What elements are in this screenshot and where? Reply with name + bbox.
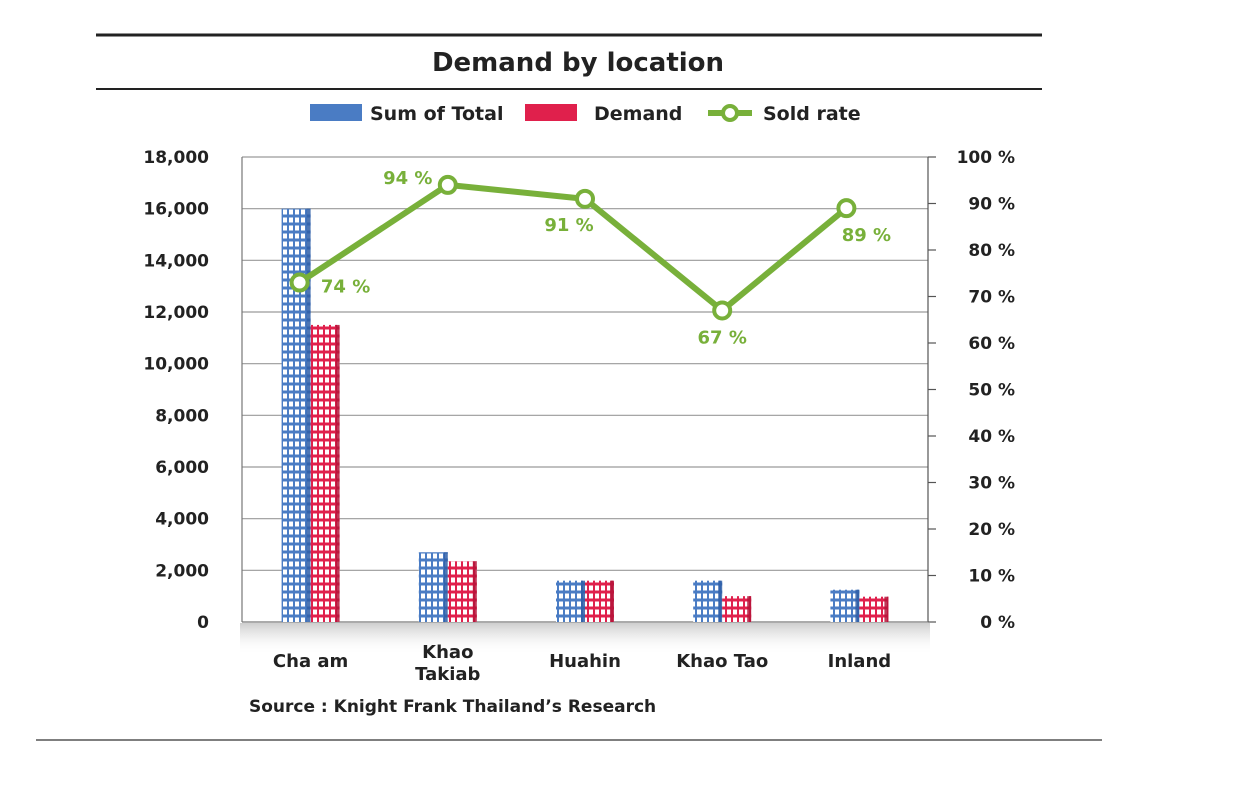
y-left-tick-label: 8,000: [155, 406, 209, 426]
source-note: Source : Knight Frank Thailand’s Researc…: [249, 697, 656, 717]
legend-label-sold-rate: Sold rate: [763, 103, 861, 125]
bar-sum-of-total: [418, 552, 448, 622]
sold-rate-data-label: 91 %: [544, 215, 593, 236]
x-category-label: Takiab: [415, 664, 480, 685]
y-right-tick-label: 10 %: [968, 567, 1015, 587]
bar-demand: [859, 596, 889, 622]
bar-demand-side: [610, 580, 614, 622]
y-right-tick-label: 60 %: [968, 334, 1015, 354]
bar-sum-of-total: [830, 589, 860, 622]
bar-sum-of-total: [693, 580, 723, 622]
legend-marker-sold-rate: [721, 104, 739, 122]
bar-sum-of-total-side: [718, 580, 723, 622]
sold-rate-data-label: 74 %: [321, 277, 370, 298]
y-left-tick-label: 12,000: [143, 303, 209, 323]
legend-swatch-sum-of-total: [310, 104, 362, 121]
bar-sum-of-total: [281, 208, 311, 622]
bar-demand: [447, 561, 477, 622]
y-right-tick-label: 70 %: [968, 288, 1015, 308]
legend: Sum of Total Demand Sold rate: [310, 103, 861, 125]
sold-rate-data-label: 94 %: [383, 168, 432, 189]
bar-demand-side: [884, 596, 889, 622]
y-right-tick-label: 90 %: [968, 195, 1015, 215]
x-category-label: Inland: [828, 651, 892, 672]
bar-sum-of-total-side: [855, 589, 860, 622]
y-right-tick-label: 80 %: [968, 241, 1015, 261]
bar-demand-side: [747, 596, 752, 622]
sold-rate-marker: [289, 272, 310, 293]
legend-label-demand: Demand: [594, 103, 682, 125]
legend-label-sum-of-total: Sum of Total: [370, 103, 503, 125]
y-right-tick-label: 0 %: [980, 613, 1015, 633]
bar-sum-of-total-side: [443, 552, 448, 622]
bar-demand: [310, 324, 340, 622]
axes: 0 2,000 4,000 6,000 8,000 10,000 12,000 14,000 1…: [143, 148, 1015, 633]
y-right-tick-label: 20 %: [968, 520, 1015, 540]
sold-rate-line: [289, 174, 857, 321]
sold-rate-marker: [712, 300, 733, 321]
sold-rate-marker: [437, 174, 458, 195]
bar-demand: [585, 580, 614, 622]
bar-demand: [722, 596, 752, 622]
sold-rate-marker: [575, 188, 595, 209]
sold-rate-data-label: 89 %: [842, 225, 891, 246]
x-category-label: Khao Tao: [676, 651, 768, 672]
bar-demand-side: [335, 324, 340, 622]
y-left-tick-label: 6,000: [155, 458, 209, 478]
y-left-tick-label: 18,000: [143, 148, 209, 168]
sold-rate-data-label: 67 %: [698, 327, 747, 348]
y-left-tick-label: 0: [197, 613, 209, 633]
x-category-label: Cha am: [273, 651, 348, 672]
y-left-tick-label: 4,000: [155, 510, 209, 530]
y-right-tick-label: 50 %: [968, 381, 1015, 401]
x-category-label: Huahin: [549, 651, 621, 672]
x-category-label: Khao: [422, 642, 473, 663]
plot-floor-shadow: [240, 623, 930, 655]
chart-title: Demand by location: [432, 48, 724, 78]
y-left-tick-label: 2,000: [155, 561, 209, 581]
y-right-tick-label: 40 %: [968, 427, 1015, 447]
sold-rate-marker: [836, 198, 857, 219]
y-left-tick-label: 16,000: [143, 200, 209, 220]
bar-sum-of-total-side: [581, 580, 585, 622]
sold-rate-polyline: [297, 181, 849, 314]
bar-sum-of-total-side: [306, 208, 311, 622]
y-left-tick-label: 14,000: [143, 251, 209, 271]
y-right-tick-label: 30 %: [968, 474, 1015, 494]
y-left-tick-label: 10,000: [143, 355, 209, 375]
legend-swatch-demand: [525, 104, 577, 121]
bar-sum-of-total: [556, 580, 585, 622]
y-right-tick-label: 100 %: [957, 148, 1015, 168]
bar-demand-side: [472, 561, 477, 622]
